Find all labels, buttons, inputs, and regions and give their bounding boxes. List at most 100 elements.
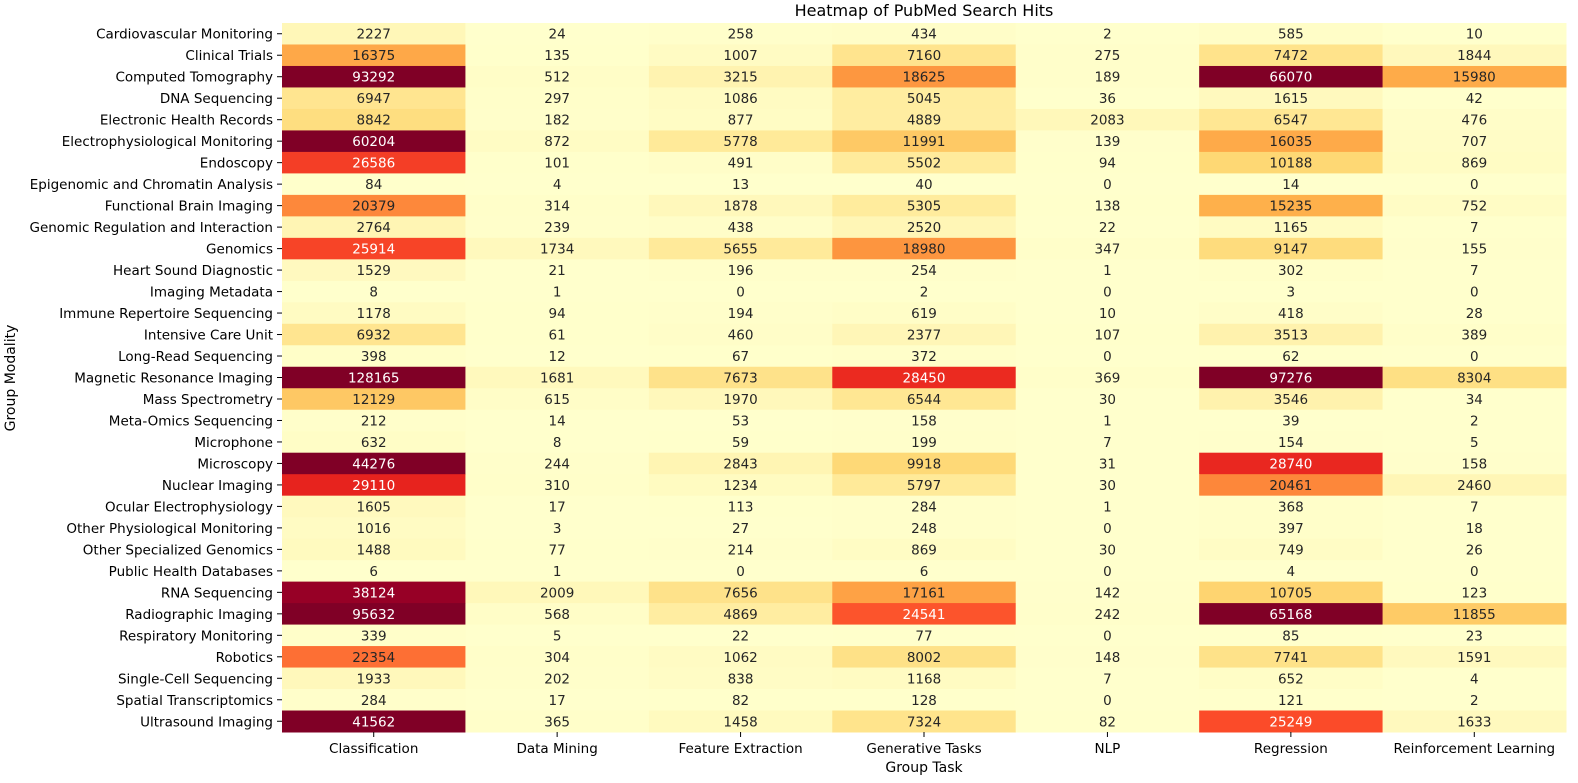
heatmap-cell	[648, 323, 833, 346]
cell-value-label: 14	[1282, 177, 1299, 193]
heatmap-cell	[832, 87, 1017, 110]
heatmap-cell	[282, 151, 466, 174]
heatmap-cell	[282, 23, 466, 45]
cell-value-label: 2	[1103, 27, 1112, 43]
heatmap-cell	[1015, 560, 1200, 583]
cell-value-label: 1458	[723, 714, 757, 730]
heatmap-cell	[648, 689, 833, 712]
heatmap-cell	[1382, 280, 1567, 303]
cell-value-label: 25249	[1269, 714, 1312, 730]
chart-title: Heatmap of PubMed Search Hits	[795, 1, 1054, 20]
cell-value-label: 369	[1095, 371, 1121, 387]
heatmap-cell	[648, 517, 833, 540]
heatmap-cell	[282, 194, 466, 217]
cell-value-label: 2520	[907, 220, 941, 236]
y-tick-label: Epigenomic and Chromatin Analysis	[30, 177, 273, 193]
heatmap-cell	[648, 280, 833, 303]
heatmap-cell	[1382, 366, 1567, 389]
heatmap-cell	[648, 87, 833, 110]
heatmap-cell	[832, 194, 1017, 217]
cell-value-label: 397	[1278, 521, 1304, 537]
heatmap-cell	[465, 237, 650, 260]
cell-value-label: 310	[544, 478, 570, 494]
heatmap-cell	[648, 667, 833, 690]
heatmap-cell	[1199, 108, 1384, 131]
cell-value-label: 196	[728, 263, 754, 279]
y-tick-label: Clinical Trials	[185, 48, 273, 64]
cell-value-label: 22	[1099, 220, 1116, 236]
heatmap-cell	[648, 345, 833, 368]
cell-value-label: 5778	[723, 134, 757, 150]
y-tick-label: Other Specialized Genomics	[83, 542, 273, 558]
heatmap-cell	[465, 603, 650, 626]
heatmap-cell	[282, 388, 466, 411]
y-tick-label: Imaging Metadata	[150, 285, 273, 301]
cell-value-label: 0	[1103, 628, 1112, 644]
heatmap-cell	[1015, 388, 1200, 411]
cell-value-label: 77	[549, 542, 566, 558]
cell-value-label: 239	[544, 220, 570, 236]
heatmap-cell	[1382, 23, 1567, 45]
cell-value-label: 28	[1466, 306, 1483, 322]
cell-value-label: 368	[1278, 499, 1304, 515]
cell-value-label: 65168	[1269, 607, 1312, 623]
heatmap-cell	[465, 194, 650, 217]
cell-value-label: 13	[732, 177, 749, 193]
heatmap-cell	[1015, 581, 1200, 604]
cell-value-label: 12129	[352, 392, 395, 408]
heatmap-cell	[648, 216, 833, 239]
cell-value-label: 12	[549, 349, 566, 365]
heatmap-cell	[465, 216, 650, 239]
cell-value-label: 297	[544, 91, 570, 107]
cell-value-label: 5045	[907, 91, 941, 107]
heatmap-cell	[1382, 560, 1567, 583]
cell-value-label: 7673	[723, 371, 757, 387]
heatmap-cell	[648, 173, 833, 196]
heatmap-cell	[465, 151, 650, 174]
heatmap-cell	[648, 431, 833, 454]
cell-value-label: 9918	[907, 456, 941, 472]
cell-value-label: 11991	[903, 134, 946, 150]
cell-value-label: 38124	[352, 585, 395, 601]
cell-value-label: 17	[549, 499, 566, 515]
cell-value-label: 28740	[1269, 456, 1312, 472]
cell-value-label: 82	[1099, 714, 1116, 730]
heatmap-cell	[1382, 108, 1567, 131]
cell-value-label: 339	[361, 628, 387, 644]
heatmap-cell	[1382, 345, 1567, 368]
cell-value-label: 154	[1278, 435, 1304, 451]
cell-value-label: 128165	[348, 371, 400, 387]
cell-value-label: 652	[1278, 671, 1304, 687]
heatmap-cell	[1199, 366, 1384, 389]
heatmap-cell	[1015, 259, 1200, 282]
cell-value-label: 284	[361, 693, 387, 709]
cell-value-label: 7656	[723, 585, 757, 601]
heatmap-cell	[1199, 216, 1384, 239]
cell-value-label: 8	[553, 435, 562, 451]
y-tick-label: Meta-Omics Sequencing	[109, 413, 273, 429]
cell-value-label: 1	[1103, 263, 1112, 279]
cell-value-label: 85	[1282, 628, 1299, 644]
cell-value-label: 0	[1470, 564, 1479, 580]
cell-value-label: 36	[1099, 91, 1116, 107]
heatmap-cell	[1199, 237, 1384, 260]
heatmap-cell	[282, 44, 466, 67]
column-labels: Classification Data Mining Feature Extract…	[329, 732, 1555, 757]
y-tick-label: Computed Tomography	[115, 70, 273, 86]
x-tick-label: Reinforcement Learning	[1393, 741, 1555, 757]
cell-value-label: 1	[553, 285, 562, 301]
y-tick-label: Other Physiological Monitoring	[66, 521, 273, 537]
cell-value-label: 1605	[357, 499, 391, 515]
heatmap-cell	[832, 23, 1017, 45]
x-tick-label: Generative Tasks	[866, 741, 981, 757]
heatmap-cell	[1199, 194, 1384, 217]
heatmap-cell	[465, 689, 650, 712]
heatmap-cell	[465, 65, 650, 88]
cell-value-label: 10705	[1269, 585, 1312, 601]
cell-value-label: 199	[911, 435, 937, 451]
heatmap-cell	[282, 216, 466, 239]
heatmap-cell	[1382, 581, 1567, 604]
cell-value-label: 16375	[352, 48, 395, 64]
y-tick-label: Cardiovascular Monitoring	[96, 27, 273, 43]
